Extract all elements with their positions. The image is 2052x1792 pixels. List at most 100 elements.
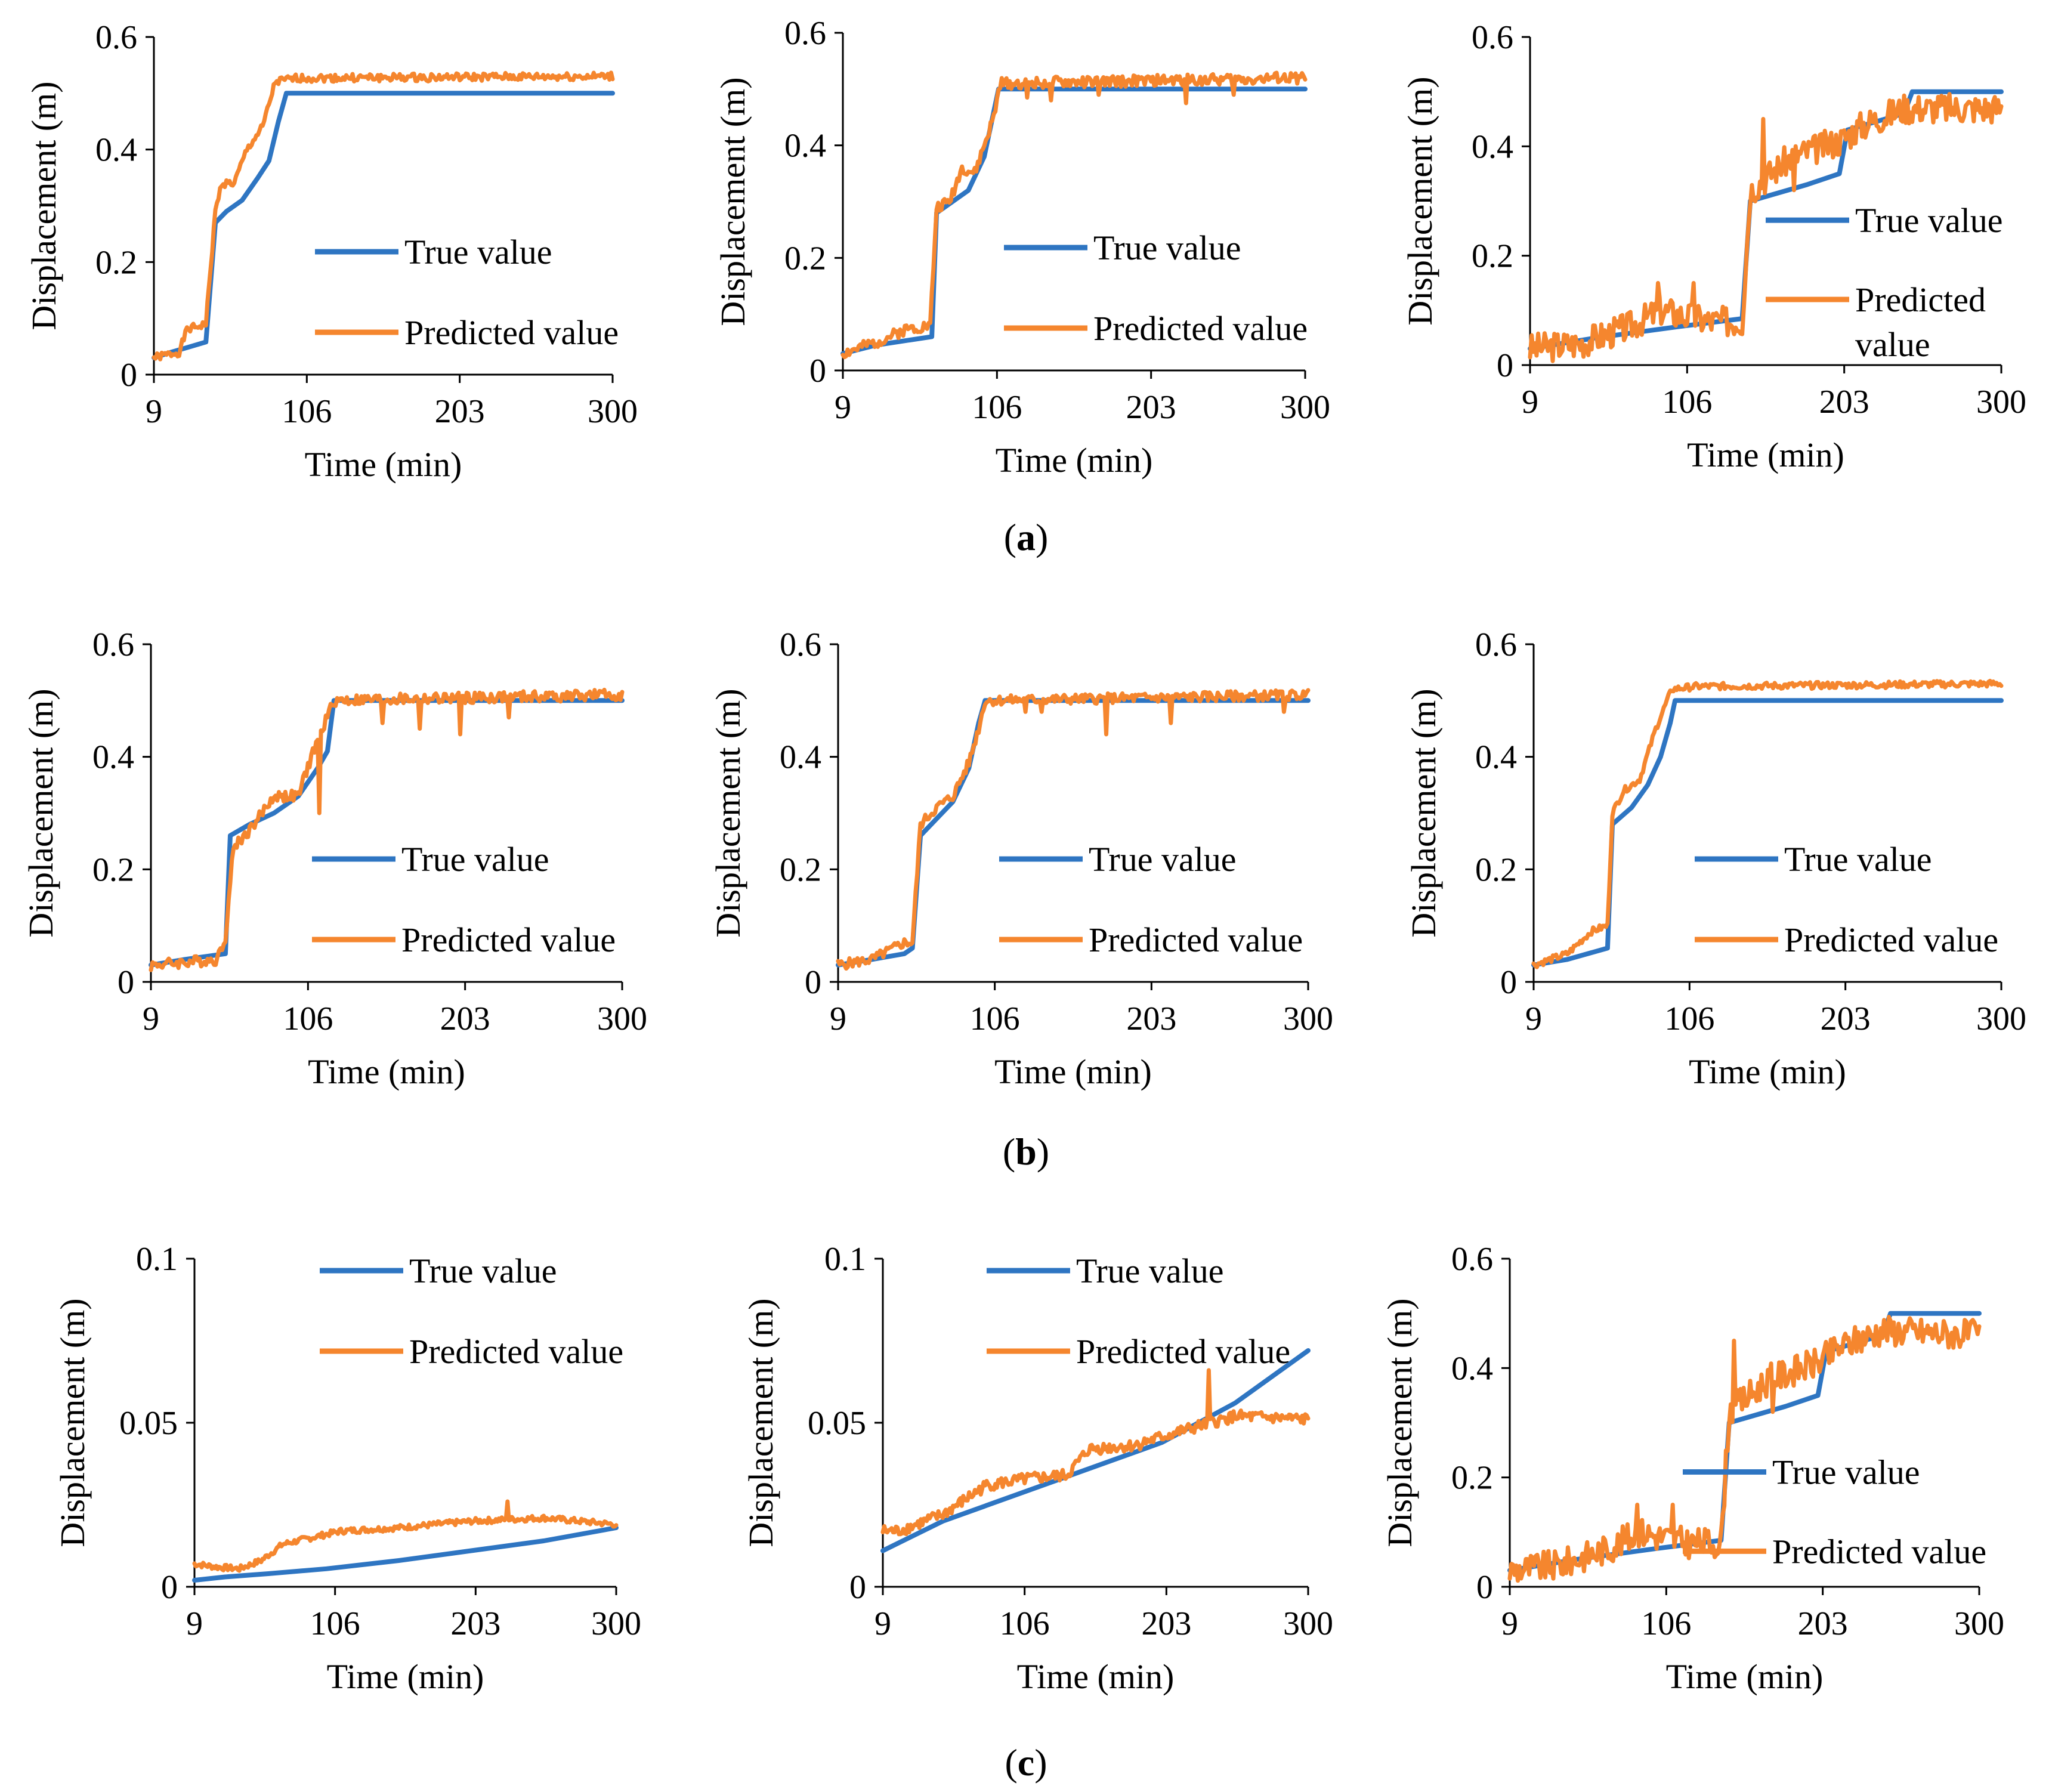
y-tick-label: 0.2 xyxy=(92,851,134,888)
legend-label-true: True value xyxy=(409,1252,557,1290)
y-tick-label: 0.2 xyxy=(1451,1460,1493,1497)
series-predicted-value-line xyxy=(192,1499,619,1573)
y-tick-label: 0.6 xyxy=(1472,19,1513,56)
series-predicted-value-line xyxy=(836,688,1311,971)
x-axis-title: Time (min) xyxy=(1689,1052,1846,1091)
legend-label-predicted: Predicted value xyxy=(401,920,616,959)
y-tick-label: 0.1 xyxy=(824,1241,866,1278)
y-tick-label: 0.4 xyxy=(1451,1350,1493,1387)
series-predicted-value-line xyxy=(1507,1315,1982,1583)
y-tick-label: 0.4 xyxy=(95,132,137,169)
y-tick-label: 0 xyxy=(161,1569,178,1606)
legend-label-true: True value xyxy=(1772,1453,1920,1492)
x-tick-label: 203 xyxy=(1798,1605,1848,1642)
legend-label-true: True value xyxy=(1855,201,2003,240)
series-predicted-value-line xyxy=(149,687,625,972)
x-tick-label: 9 xyxy=(1501,1605,1518,1642)
y-tick-label: 0.05 xyxy=(808,1405,866,1442)
legend: True value Predicted value xyxy=(999,840,1303,959)
x-tick-label: 9 xyxy=(146,393,162,430)
y-tick-label: 0.2 xyxy=(780,851,821,888)
x-tick-label: 106 xyxy=(1662,384,1712,421)
x-tick-label: 300 xyxy=(1954,1605,2004,1642)
y-tick-label: 0.6 xyxy=(784,15,826,52)
x-tick-label: 106 xyxy=(972,389,1022,426)
x-tick-label: 300 xyxy=(1280,389,1330,426)
x-tick-label: 106 xyxy=(310,1605,360,1642)
y-tick-label: 0.2 xyxy=(95,244,137,281)
x-tick-label: 300 xyxy=(591,1605,641,1642)
chart-a3: 0 0.2 0.4 0.6 9 106 203 300 Time (min) Displaceme… xyxy=(1401,19,2026,474)
x-axis-title: Time (min) xyxy=(1687,435,1844,474)
charts-layer: 0 0.2 0.4 0.6 9 106 203 300 Time (min) Displaceme… xyxy=(21,15,2026,1696)
series-true-value-line xyxy=(149,698,625,968)
x-axis-title: Time (min) xyxy=(308,1052,465,1091)
chart-a1: 0 0.2 0.4 0.6 9 106 203 300 Time (min) Displaceme… xyxy=(24,19,638,484)
y-axis-title: Displacement (m) xyxy=(709,688,747,937)
x-tick-label: 203 xyxy=(1141,1605,1191,1642)
x-tick-label: 9 xyxy=(143,1000,159,1037)
legend-label-predicted: Predicted value xyxy=(1784,920,1998,959)
x-axis-title: Time (min) xyxy=(996,441,1153,480)
x-tick-label: 300 xyxy=(1283,1605,1333,1642)
y-tick-label: 0 xyxy=(809,353,826,390)
x-tick-label: 9 xyxy=(830,1000,846,1037)
x-axis-title: Time (min) xyxy=(994,1052,1152,1091)
legend-label-true: True value xyxy=(404,233,552,271)
x-tick-label: 300 xyxy=(1976,1000,2026,1037)
y-tick-label: 0 xyxy=(849,1569,866,1606)
legend: True value Predicted value xyxy=(312,840,616,959)
legend-label-predicted: Predicted value xyxy=(409,1332,623,1371)
x-tick-label: 203 xyxy=(1126,1000,1176,1037)
legend: True value Predicted value xyxy=(986,1252,1290,1371)
y-tick-label: 0.4 xyxy=(784,128,826,165)
chart-c2: 0 0.05 0.1 9 106 203 300 Time (min) Displacement… xyxy=(741,1241,1333,1696)
series-true-value-line xyxy=(1531,698,2004,968)
x-tick-label: 9 xyxy=(1522,384,1538,421)
legend: True value Predicted value xyxy=(1695,840,1998,959)
legend-label-predicted: value xyxy=(1855,325,1930,364)
x-tick-label: 300 xyxy=(1283,1000,1333,1037)
chart-b1: 0 0.2 0.4 0.6 9 106 203 300 Time (min) Displaceme… xyxy=(21,626,647,1091)
y-tick-label: 0.4 xyxy=(1472,128,1513,165)
x-tick-label: 203 xyxy=(1126,389,1176,426)
chart-c3: 0 0.2 0.4 0.6 9 106 203 300 Time (min) Displaceme… xyxy=(1380,1241,2004,1696)
series-true-value-line xyxy=(192,1525,619,1583)
legend-label-predicted: Predicted value xyxy=(1089,920,1303,959)
y-tick-label: 0 xyxy=(1497,347,1513,384)
x-tick-label: 106 xyxy=(1664,1000,1714,1037)
series-true-value-line xyxy=(152,91,615,360)
x-axis-title: Time (min) xyxy=(327,1657,484,1696)
y-tick-label: 0 xyxy=(1500,964,1517,1001)
x-tick-label: 9 xyxy=(186,1605,203,1642)
y-tick-label: 0.1 xyxy=(136,1241,178,1278)
series-predicted-value-line xyxy=(1528,92,2004,363)
y-tick-label: 0.6 xyxy=(780,626,821,663)
y-axis-title: Displacement (m) xyxy=(1401,76,1439,325)
legend-label-true: True value xyxy=(1093,228,1241,267)
caption-a: (a) xyxy=(1004,516,1049,558)
y-axis-title: Displacement (m) xyxy=(21,688,60,937)
chart-c1: 0 0.05 0.1 9 106 203 300 Time (min) Displacement… xyxy=(53,1241,641,1696)
x-tick-label: 300 xyxy=(588,393,638,430)
y-tick-label: 0.4 xyxy=(780,739,821,776)
legend-label-predicted: Predicted value xyxy=(1772,1532,1986,1571)
legend-label-true: True value xyxy=(1784,840,1932,879)
legend: True value Predicted value xyxy=(1004,228,1308,348)
y-axis-title: Displacement (m) xyxy=(741,1298,780,1547)
legend: True value Predicted value xyxy=(320,1252,623,1371)
y-tick-label: 0.2 xyxy=(1472,238,1513,275)
y-tick-label: 0.4 xyxy=(1475,739,1517,776)
x-tick-label: 106 xyxy=(282,393,332,430)
legend-label-true: True value xyxy=(1089,840,1237,879)
y-tick-label: 0 xyxy=(1476,1569,1493,1606)
x-axis-title: Time (min) xyxy=(1017,1657,1175,1696)
x-axis-title: Time (min) xyxy=(305,445,462,484)
y-axis-title: Displacement (m) xyxy=(1380,1298,1419,1547)
y-tick-label: 0 xyxy=(118,964,134,1001)
legend: True value Predicted value xyxy=(1683,1453,1986,1571)
legend-label-true: True value xyxy=(1076,1252,1224,1290)
series-predicted-value-line xyxy=(840,70,1308,360)
y-axis-title: Displacement (m) xyxy=(1404,688,1443,937)
y-tick-label: 0.2 xyxy=(1475,851,1517,888)
